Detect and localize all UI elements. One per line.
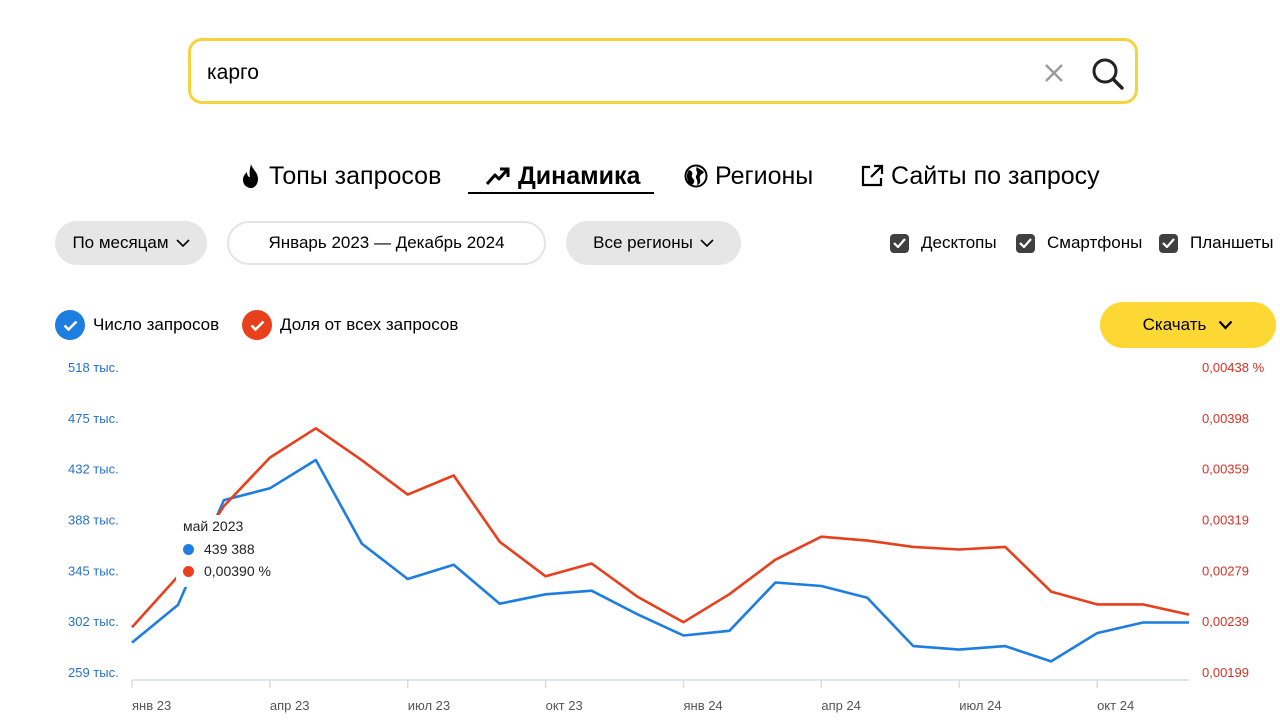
region-dropdown[interactable]: Все регионы	[566, 221, 741, 265]
y-right-tick-label: 0,00239	[1202, 614, 1249, 629]
external-link-icon	[861, 164, 884, 187]
chevron-down-icon	[700, 238, 714, 247]
checkbox-label: Десктопы	[921, 233, 997, 252]
tab-label: Регионы	[715, 161, 814, 190]
tab-regions[interactable]: Регионы	[684, 158, 813, 194]
x-tick-label: янв 23	[132, 698, 171, 713]
period-label: По месяцам	[72, 233, 169, 252]
chevron-down-icon	[1219, 320, 1233, 330]
download-label: Скачать	[1142, 315, 1207, 334]
checkbox-desktops[interactable]: Десктопы	[890, 232, 997, 254]
x-tick-label: июл 24	[959, 698, 1001, 713]
series-line-count	[131, 458, 1189, 663]
date-range-picker[interactable]: Январь 2023 — Декабрь 2024	[227, 221, 546, 265]
share-dot-icon	[183, 565, 194, 577]
y-right-tick-label: 0,00438 %	[1202, 360, 1265, 375]
checkbox-icon	[1016, 233, 1035, 253]
chart-tooltip: май 2023 439 388 0,00390 %	[176, 515, 288, 587]
x-tick-label: окт 24	[1097, 698, 1134, 713]
x-tick-label: апр 23	[270, 698, 310, 713]
y-right-tick-label: 0,00398	[1202, 411, 1249, 426]
fire-icon	[243, 164, 258, 188]
checkbox-tablets[interactable]: Планшеты	[1159, 232, 1274, 254]
trend-up-icon	[485, 167, 510, 185]
legend-share-toggle[interactable]: Доля от всех запросов	[242, 309, 458, 341]
y-right-tick-label: 0,00199	[1202, 665, 1249, 680]
check-icon	[242, 310, 272, 340]
checkbox-icon	[890, 233, 909, 253]
download-button[interactable]: Скачать	[1100, 302, 1276, 348]
active-tab-underline	[468, 192, 654, 194]
checkbox-icon	[1159, 233, 1178, 253]
x-tick-label: янв 24	[683, 698, 722, 713]
x-tick-label: окт 23	[546, 698, 583, 713]
date-range-label: Январь 2023 — Декабрь 2024	[268, 233, 505, 252]
y-left-tick-label: 259 тыс.	[68, 665, 119, 680]
globe-icon	[684, 164, 708, 188]
y-right-tick-label: 0,00279	[1202, 563, 1249, 578]
tooltip-share: 0,00390 %	[204, 563, 271, 579]
tab-sites[interactable]: Сайты по запросу	[860, 158, 1100, 194]
legend-count-toggle[interactable]: Число запросов	[55, 309, 219, 341]
search-bar[interactable]: карго	[188, 38, 1138, 104]
y-left-tick-label: 302 тыс.	[68, 614, 119, 629]
clear-icon[interactable]	[1041, 60, 1067, 86]
tooltip-count: 439 388	[204, 541, 255, 557]
checkbox-smartphones[interactable]: Смартфоны	[1016, 232, 1142, 254]
tabs: Топы запросов Динамика Регионы Сайты по …	[0, 158, 1280, 198]
legend-label: Доля от всех запросов	[280, 315, 459, 334]
chevron-down-icon	[175, 238, 190, 247]
y-left-tick-label: 475 тыс.	[68, 411, 119, 426]
tab-label: Топы запросов	[269, 161, 442, 190]
region-label: Все регионы	[593, 233, 693, 252]
search-icon[interactable]	[1090, 56, 1126, 92]
legend-label: Число запросов	[93, 315, 220, 334]
checkbox-label: Смартфоны	[1047, 233, 1143, 252]
count-dot-icon	[183, 543, 194, 555]
tab-label: Сайты по запросу	[891, 161, 1100, 190]
checkbox-label: Планшеты	[1190, 233, 1274, 252]
tooltip-share-row: 0,00390 %	[183, 563, 271, 579]
tooltip-date: май 2023	[183, 518, 244, 534]
x-tick-label: апр 24	[821, 698, 861, 713]
y-right-tick-label: 0,00319	[1202, 513, 1249, 528]
period-dropdown[interactable]: По месяцам	[55, 221, 207, 265]
search-input[interactable]: карго	[207, 61, 259, 84]
y-left-tick-label: 518 тыс.	[68, 360, 119, 375]
y-left-tick-label: 432 тыс.	[68, 462, 119, 477]
x-tick-label: июл 23	[408, 698, 450, 713]
check-icon	[55, 310, 85, 340]
tab-top-queries[interactable]: Топы запросов	[240, 158, 441, 194]
y-left-tick-label: 388 тыс.	[68, 513, 119, 528]
tab-dynamics[interactable]: Динамика	[485, 158, 640, 194]
tab-label: Динамика	[518, 161, 641, 190]
y-right-tick-label: 0,00359	[1202, 462, 1249, 477]
y-left-tick-label: 345 тыс.	[68, 563, 119, 578]
series-line-share	[131, 426, 1190, 629]
tooltip-count-row: 439 388	[183, 541, 255, 557]
